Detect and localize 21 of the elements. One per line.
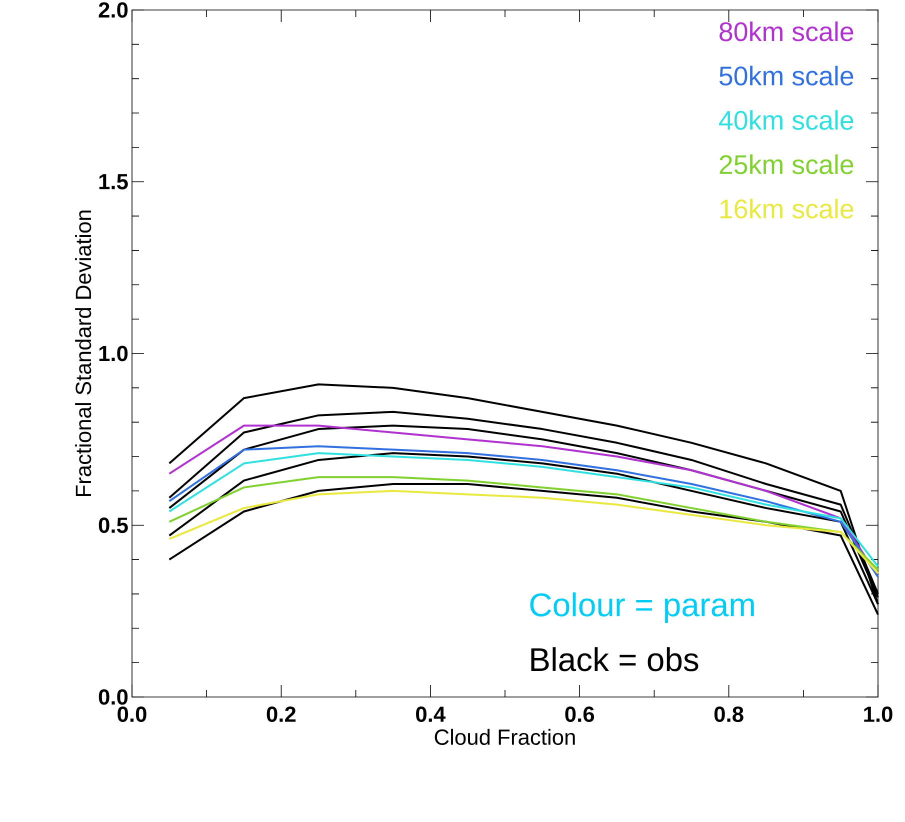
text: 50km scale: [719, 66, 854, 86]
y-tick-label: 1.0: [99, 346, 128, 362]
text: 40km scale: [719, 110, 854, 130]
x-tick-label: 1.0: [864, 706, 892, 722]
y-axis-title: Fractional Standard Deviation: [75, 210, 92, 496]
text: 25km scale: [720, 154, 854, 174]
y-tick-label: 0.0: [98, 689, 128, 705]
y-tick-label: 0.5: [98, 517, 128, 533]
text: 80km scale: [720, 21, 854, 42]
x-tick-label: 0.8: [714, 706, 744, 722]
x-tick-label: 0.2: [266, 706, 296, 722]
x-tick-label: 0.0: [118, 706, 146, 722]
x-tick-label: 0.4: [416, 706, 446, 722]
annotation: Black = obs: [531, 647, 698, 672]
y-tick-label: 2.0: [98, 2, 128, 18]
line-series: [168, 476, 880, 571]
annotation: Colour = param: [530, 592, 754, 623]
x-axis-title: Cloud Fraction: [434, 728, 575, 745]
y-tick-label: 1.5: [99, 174, 128, 190]
x-tick-label: 0.6: [565, 706, 594, 722]
text: 16km scale: [720, 198, 854, 218]
